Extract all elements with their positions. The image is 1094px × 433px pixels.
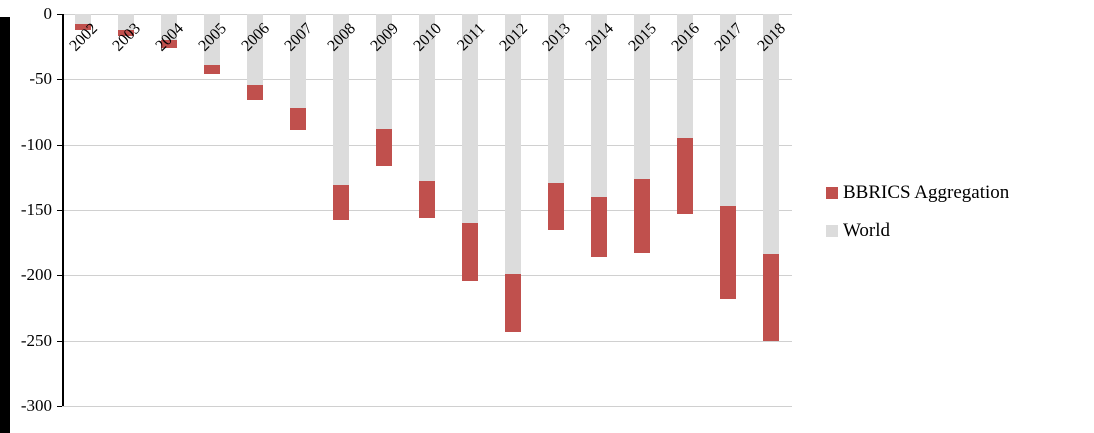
bar-world [547, 14, 564, 183]
y-tick-mark [57, 79, 62, 81]
bar-world [762, 14, 779, 255]
left-black-strip [0, 17, 10, 433]
bar-world [75, 14, 92, 25]
category-label: 2015 [625, 20, 660, 55]
legend-swatch-world [826, 225, 838, 237]
y-tick-mark [57, 210, 62, 211]
bar-bbrics [590, 196, 607, 258]
bar-bbrics [633, 178, 650, 254]
y-gridline [62, 275, 792, 277]
bar-bbrics [419, 181, 435, 218]
bar-world [161, 14, 178, 41]
bar-bbrics [504, 274, 521, 332]
bar-bbrics [247, 84, 264, 101]
bar-bbrics [75, 24, 92, 30]
bar-world [719, 14, 736, 207]
bar-world [676, 14, 693, 139]
y-tick-mark [57, 406, 62, 407]
y-tick-label: -150 [20, 200, 52, 219]
category-label: 2012 [496, 20, 531, 55]
bar-world [590, 14, 607, 197]
bar-bbrics [290, 108, 307, 131]
bar-world [333, 14, 350, 186]
y-tick-mark [57, 144, 62, 146]
bar-world [204, 14, 221, 65]
bar-bbrics [547, 182, 564, 230]
y-tick-mark [57, 14, 62, 15]
bar-world [419, 14, 435, 182]
y-axis-line [62, 14, 64, 406]
bar-bbrics [719, 206, 736, 299]
category-label: 2006 [238, 20, 274, 55]
y-tick-mark [57, 340, 62, 342]
bar-bbrics [376, 128, 393, 166]
bar-bbrics [118, 29, 135, 37]
legend-label-world: World [843, 220, 891, 241]
legend-swatch-bbrics [826, 187, 838, 199]
bar-world [461, 14, 478, 224]
y-tick-mark [57, 275, 62, 277]
bar-world [633, 14, 650, 179]
category-label: 2011 [453, 20, 488, 55]
y-tick-label: -300 [20, 396, 52, 415]
category-label: 2008 [324, 20, 360, 55]
bar-world [290, 14, 307, 109]
bar-bbrics [161, 40, 178, 48]
legend-label-bbrics: BBRICS Aggregation [843, 182, 1010, 203]
legend-item-world: World [826, 220, 1009, 242]
y-tick-label: -50 [29, 69, 52, 89]
bar-bbrics [461, 223, 478, 281]
y-tick-label: -100 [20, 134, 52, 154]
category-label: 2014 [582, 20, 617, 55]
y-gridline [62, 406, 792, 407]
bar-world [504, 14, 521, 275]
category-label: 2005 [195, 20, 231, 55]
legend-item-bbrics: BBRICS Aggregation [826, 182, 1009, 204]
category-label: 2009 [367, 20, 403, 55]
category-label: 2003 [109, 20, 145, 55]
category-label: 2016 [668, 20, 703, 55]
y-gridline [62, 340, 792, 342]
bar-bbrics [762, 254, 779, 341]
bar-bbrics [204, 64, 221, 75]
category-label: 2010 [410, 20, 446, 55]
category-label: 2017 [710, 20, 746, 55]
y-tick-label: 0 [43, 4, 53, 23]
bar-world [118, 14, 135, 30]
bar-bbrics [333, 185, 350, 221]
category-label: 2002 [66, 20, 102, 55]
category-label: 2004 [152, 20, 188, 55]
y-tick-label: -250 [20, 330, 52, 350]
bar-bbrics [676, 138, 693, 214]
legend: BBRICS Aggregation World [826, 182, 1009, 258]
bar-world [247, 14, 264, 85]
y-tick-label: -200 [20, 265, 52, 285]
category-label: 2013 [539, 20, 574, 55]
category-label: 2018 [753, 20, 789, 55]
bar-world [376, 14, 393, 129]
category-label: 2007 [281, 20, 317, 55]
